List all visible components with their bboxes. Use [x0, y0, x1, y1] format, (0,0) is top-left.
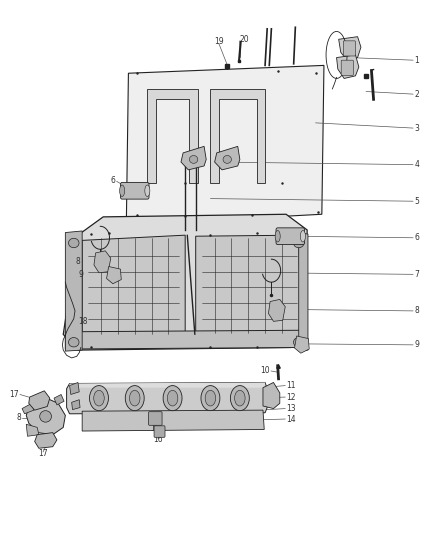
Text: 10: 10 [261, 367, 270, 375]
Ellipse shape [167, 390, 178, 406]
Ellipse shape [40, 410, 52, 422]
Polygon shape [181, 147, 206, 170]
Text: 3: 3 [414, 124, 419, 133]
Ellipse shape [235, 390, 245, 406]
Ellipse shape [130, 390, 140, 406]
Text: 16: 16 [153, 435, 162, 445]
Ellipse shape [293, 238, 304, 248]
Ellipse shape [94, 390, 104, 406]
Text: 7: 7 [414, 270, 419, 279]
Polygon shape [65, 231, 82, 351]
Text: 6: 6 [414, 233, 419, 243]
Polygon shape [82, 410, 264, 431]
Polygon shape [54, 394, 64, 405]
Text: 15: 15 [150, 424, 160, 433]
Text: 2: 2 [414, 90, 419, 99]
Ellipse shape [293, 337, 304, 347]
Polygon shape [336, 55, 359, 78]
Text: 14: 14 [286, 415, 296, 424]
Polygon shape [294, 336, 309, 353]
Ellipse shape [223, 156, 231, 163]
FancyBboxPatch shape [343, 41, 356, 56]
Text: 8: 8 [414, 306, 419, 316]
Text: 4: 4 [414, 160, 419, 169]
Text: 5: 5 [414, 197, 419, 206]
Text: 19: 19 [214, 37, 224, 46]
Polygon shape [22, 403, 34, 414]
Polygon shape [94, 251, 111, 273]
Polygon shape [70, 383, 79, 394]
Ellipse shape [89, 385, 109, 410]
Ellipse shape [125, 385, 144, 410]
Text: 8: 8 [17, 414, 21, 423]
FancyBboxPatch shape [148, 411, 162, 425]
Text: 6: 6 [111, 176, 116, 185]
Polygon shape [35, 433, 57, 448]
Ellipse shape [189, 156, 198, 163]
Ellipse shape [230, 385, 249, 410]
Polygon shape [72, 400, 80, 410]
Ellipse shape [163, 385, 182, 410]
Polygon shape [106, 266, 121, 284]
Polygon shape [147, 89, 198, 183]
Text: 8: 8 [75, 257, 80, 266]
Text: 11: 11 [286, 381, 296, 390]
Polygon shape [67, 383, 267, 414]
Ellipse shape [120, 185, 125, 197]
FancyBboxPatch shape [341, 60, 353, 75]
Ellipse shape [205, 390, 215, 406]
Text: 18: 18 [78, 317, 88, 326]
Polygon shape [210, 89, 265, 183]
Ellipse shape [275, 230, 280, 242]
Ellipse shape [300, 230, 305, 242]
Polygon shape [263, 383, 280, 409]
FancyBboxPatch shape [276, 228, 304, 245]
Polygon shape [70, 383, 265, 387]
Ellipse shape [68, 238, 79, 248]
Text: 20: 20 [240, 35, 250, 44]
Text: 17: 17 [38, 449, 48, 458]
FancyBboxPatch shape [120, 182, 149, 199]
Ellipse shape [145, 185, 150, 197]
Polygon shape [126, 66, 324, 225]
Polygon shape [63, 214, 307, 350]
Polygon shape [299, 232, 308, 351]
Text: 17: 17 [10, 390, 19, 399]
Polygon shape [29, 391, 50, 410]
Polygon shape [196, 235, 301, 335]
Polygon shape [82, 235, 185, 340]
Polygon shape [26, 424, 39, 436]
Text: 9: 9 [78, 270, 83, 279]
Polygon shape [339, 37, 361, 60]
Polygon shape [268, 300, 285, 321]
Polygon shape [26, 398, 65, 435]
Text: 1: 1 [414, 55, 419, 64]
Text: 9: 9 [414, 341, 419, 349]
Ellipse shape [201, 385, 220, 410]
Polygon shape [215, 147, 240, 170]
Text: 12: 12 [286, 393, 296, 401]
Text: 13: 13 [286, 404, 296, 413]
FancyBboxPatch shape [154, 426, 165, 437]
Ellipse shape [68, 337, 79, 347]
Polygon shape [65, 330, 307, 349]
